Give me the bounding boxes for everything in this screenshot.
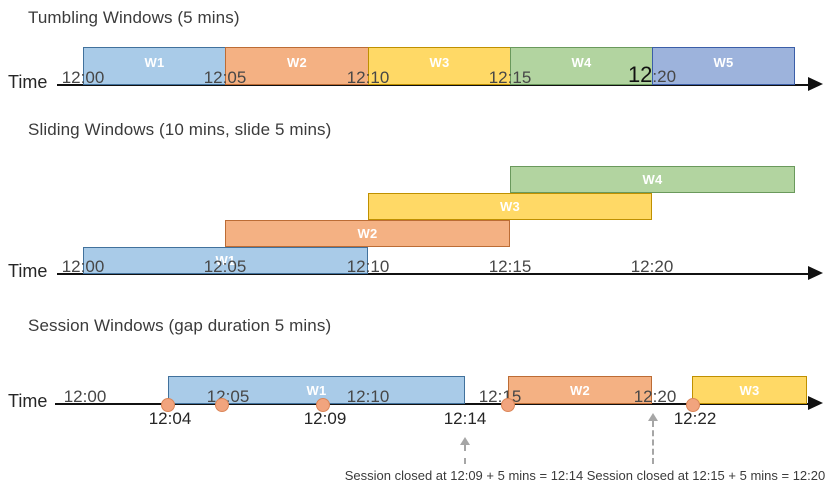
- session-close-annotation: Session closed at 12:15 + 5 mins = 12:20: [586, 468, 826, 483]
- timeline-arrowhead-icon: [808, 77, 823, 91]
- window-label: W1: [215, 253, 236, 268]
- time-tick: 12:00: [61, 257, 105, 276]
- event-dot-icon: [215, 398, 229, 412]
- event-dot-icon: [686, 398, 700, 412]
- time-tick: 12:20: [630, 257, 674, 276]
- time-tick: 12:20: [633, 387, 677, 406]
- timeline-axis: [57, 84, 808, 86]
- window-w2: W2: [225, 47, 369, 85]
- event-time-label: 12:04: [148, 409, 192, 428]
- time-tick: 12:10: [346, 257, 390, 276]
- window-label: W3: [499, 199, 521, 214]
- window-w3: W3: [692, 376, 807, 404]
- dashed-arrow-head: [648, 413, 658, 421]
- window-label: W2: [569, 382, 591, 398]
- time-tick-emphasis: 12: [627, 62, 653, 87]
- window-w3: W3: [368, 47, 511, 85]
- time-tick: 12:10: [346, 68, 390, 87]
- timeline-arrowhead-icon: [808, 396, 823, 410]
- dashed-arrow-shaft: [652, 421, 654, 464]
- window-label: W2: [357, 226, 378, 241]
- time-axis-label: Time: [8, 72, 48, 92]
- event-time-label: 12:22: [673, 409, 717, 428]
- time-tick: 12:15: [488, 257, 532, 276]
- window-label: W2: [286, 54, 308, 70]
- event-time-label: 12:09: [303, 409, 347, 428]
- window-w2: W2: [225, 220, 510, 247]
- window-w3: W3: [368, 193, 652, 220]
- time-axis-label: Time: [8, 391, 48, 411]
- window-w2: W2: [508, 376, 652, 404]
- window-w4: W4: [510, 166, 795, 193]
- dashed-up-arrow-icon: [459, 437, 471, 464]
- window-label: W1: [306, 382, 327, 398]
- window-label: W4: [642, 172, 663, 187]
- window-label: W5: [713, 54, 734, 70]
- window-w1: W1: [83, 247, 368, 274]
- timeline-arrowhead-icon: [808, 266, 823, 280]
- session-windows-title: Session Windows (gap duration 5 mins): [28, 316, 332, 335]
- session-close-annotation: Session closed at 12:09 + 5 mins = 12:14: [344, 468, 584, 483]
- event-time-label: 12:14: [443, 409, 487, 428]
- time-axis-label: Time: [8, 261, 48, 281]
- time-tick: 12:05: [203, 257, 247, 276]
- time-tick: 12:20: [628, 64, 676, 86]
- window-label: W1: [144, 54, 165, 70]
- window-w5: W5: [652, 47, 795, 85]
- event-dot-icon: [501, 398, 515, 412]
- sliding-windows-title: Sliding Windows (10 mins, slide 5 mins): [28, 120, 332, 139]
- dashed-up-arrow-icon: [647, 413, 659, 464]
- event-dot-icon: [161, 398, 175, 412]
- time-tick: 12:05: [203, 68, 247, 87]
- time-tick: 12:00: [61, 68, 105, 87]
- window-w1: W1: [83, 47, 226, 85]
- tumbling-windows-title: Tumbling Windows (5 mins): [28, 8, 240, 27]
- window-label: W4: [571, 54, 592, 70]
- dashed-arrow-shaft: [464, 445, 466, 464]
- window-label: W3: [429, 54, 450, 70]
- time-tick: 12:10: [346, 387, 390, 406]
- time-tick: 12:15: [478, 387, 522, 406]
- window-label: W3: [739, 382, 760, 398]
- time-tick: 12:00: [63, 387, 107, 406]
- time-tick-rest: :20: [652, 67, 677, 86]
- dashed-arrow-head: [460, 437, 470, 445]
- time-tick: 12:15: [488, 68, 532, 87]
- event-dot-icon: [316, 398, 330, 412]
- timeline-axis: [57, 273, 808, 275]
- timeline-axis: [55, 403, 808, 405]
